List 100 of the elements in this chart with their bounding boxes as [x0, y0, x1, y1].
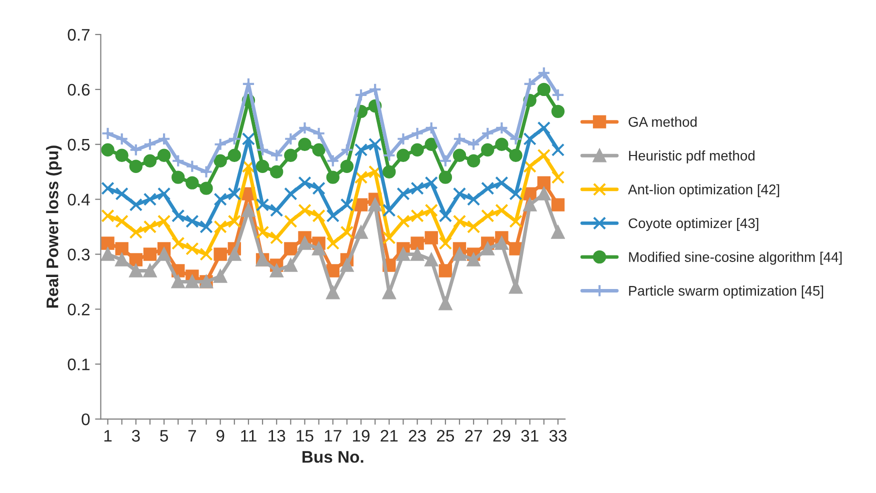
point [312, 209, 326, 222]
point [115, 187, 128, 200]
x-tick-label: 31 [521, 430, 538, 442]
point [270, 148, 284, 162]
point [537, 176, 551, 190]
point [312, 242, 326, 256]
point [157, 214, 171, 228]
point [509, 187, 522, 200]
point [326, 154, 340, 168]
y-tick-label: 0.6 [68, 84, 90, 96]
x-tick-label: 27 [465, 430, 482, 442]
point [326, 264, 340, 278]
point [551, 198, 565, 212]
point [340, 143, 354, 156]
point [424, 138, 438, 151]
point [396, 187, 410, 200]
point [200, 182, 213, 195]
x-tick-label: 11 [241, 430, 256, 442]
point [172, 209, 185, 222]
point [143, 192, 157, 206]
point [340, 258, 354, 272]
point [396, 214, 410, 228]
point [284, 258, 298, 272]
point [523, 198, 536, 212]
point [326, 236, 340, 250]
point [326, 170, 340, 184]
point [509, 214, 522, 228]
point [129, 253, 143, 266]
point [115, 148, 128, 162]
point [172, 236, 185, 250]
point [242, 204, 256, 217]
point [270, 231, 284, 244]
x-tick-label: 29 [493, 430, 510, 442]
point [495, 236, 508, 250]
point [424, 121, 438, 134]
point [228, 214, 241, 228]
point [382, 231, 396, 244]
point [466, 138, 480, 151]
point [537, 121, 551, 134]
point [228, 148, 241, 162]
point [551, 104, 565, 118]
point [410, 248, 424, 261]
point [200, 248, 213, 261]
x-tick-label: 19 [353, 430, 370, 442]
point [298, 236, 312, 250]
point [523, 132, 536, 146]
point [481, 143, 494, 156]
point [143, 248, 157, 261]
point [424, 176, 438, 190]
point [298, 138, 312, 151]
y-tick-label: 0.7 [68, 28, 90, 41]
point [340, 198, 354, 212]
point [340, 160, 354, 173]
point [551, 226, 565, 239]
point [298, 121, 312, 134]
y-tick-label: 0 [82, 413, 90, 426]
legend-label: GA method [628, 116, 697, 127]
point [452, 187, 466, 200]
point [242, 160, 256, 173]
point [481, 126, 494, 140]
point [129, 198, 143, 212]
point [101, 236, 114, 250]
point [410, 236, 424, 250]
point [466, 154, 480, 168]
point [424, 204, 438, 217]
point [410, 182, 424, 195]
x-tick-label: 7 [188, 430, 196, 442]
point [537, 66, 551, 80]
point [382, 148, 396, 162]
y-tick-label: 0.5 [68, 138, 90, 151]
point [214, 154, 227, 168]
point [157, 248, 171, 261]
point [537, 82, 551, 96]
point [242, 132, 256, 146]
point [438, 154, 452, 168]
point [354, 170, 368, 184]
point [452, 148, 466, 162]
point [312, 126, 326, 140]
point [172, 154, 185, 168]
point [284, 214, 298, 228]
point [129, 160, 143, 173]
point [186, 160, 199, 173]
point [410, 126, 424, 140]
point [312, 182, 326, 195]
point [186, 242, 199, 256]
point [368, 198, 382, 212]
x-tick-label: 33 [549, 430, 567, 442]
x-tick-label: 25 [437, 430, 454, 442]
point [143, 154, 157, 168]
point [438, 209, 452, 222]
x-tick-label: 1 [104, 430, 112, 442]
point [438, 264, 452, 278]
point [270, 264, 284, 278]
point [354, 198, 368, 212]
point [143, 264, 157, 278]
y-tick-label: 0.4 [68, 194, 90, 206]
point [200, 220, 213, 234]
x-tick-label: 17 [324, 430, 342, 442]
point [115, 242, 128, 256]
x-tick-label: 3 [132, 430, 140, 442]
